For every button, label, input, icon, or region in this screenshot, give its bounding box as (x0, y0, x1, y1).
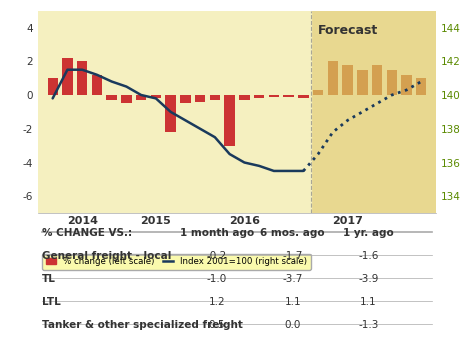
Bar (136, 95, 146, 100)
Legend: % change (left scale), Index 2001=100 (right scale): % change (left scale), Index 2001=100 (r… (42, 254, 310, 269)
Bar (210, 95, 220, 100)
Text: -1.6: -1.6 (358, 251, 379, 261)
Text: 0.5: 0.5 (209, 320, 225, 330)
Text: -1.0: -1.0 (207, 274, 227, 284)
Text: -0.2: -0.2 (207, 251, 227, 261)
Bar (328, 61, 338, 95)
Bar (47, 78, 58, 95)
Text: -1.3: -1.3 (358, 320, 379, 330)
Bar (269, 95, 279, 97)
Text: 1.2: 1.2 (209, 297, 226, 307)
Bar (342, 65, 353, 95)
Bar (180, 95, 191, 103)
Text: 1.1: 1.1 (360, 297, 377, 307)
Text: % CHANGE VS.:: % CHANGE VS.: (42, 228, 132, 238)
Text: 1.1: 1.1 (284, 297, 301, 307)
Bar (283, 95, 294, 97)
Bar (62, 58, 73, 95)
Bar (151, 95, 161, 98)
Bar (311, 11, 436, 213)
Bar (195, 95, 205, 102)
Text: LTL: LTL (42, 297, 61, 307)
Bar (121, 95, 132, 103)
Text: -3.9: -3.9 (358, 274, 379, 284)
Text: Forecast: Forecast (318, 24, 378, 37)
Bar (313, 90, 323, 95)
Text: -3.7: -3.7 (283, 274, 303, 284)
Bar (254, 95, 264, 98)
Bar (401, 75, 412, 95)
Text: 1 month ago: 1 month ago (180, 228, 254, 238)
Bar (298, 95, 309, 98)
Bar (165, 95, 176, 132)
Text: -1.7: -1.7 (283, 251, 303, 261)
Bar (77, 61, 87, 95)
Text: Tanker & other specialized freight: Tanker & other specialized freight (42, 320, 243, 330)
Bar (416, 78, 427, 95)
Bar (239, 95, 249, 100)
Bar (387, 70, 397, 95)
Bar (225, 95, 235, 146)
Text: TL: TL (42, 274, 56, 284)
Text: 6 mos. ago: 6 mos. ago (260, 228, 325, 238)
Bar (38, 11, 311, 213)
Text: 0.0: 0.0 (284, 320, 301, 330)
Bar (372, 65, 382, 95)
Text: 1 yr. ago: 1 yr. ago (343, 228, 394, 238)
Text: General freight - local: General freight - local (42, 251, 171, 261)
Bar (92, 75, 102, 95)
Bar (107, 95, 117, 100)
Bar (357, 70, 367, 95)
